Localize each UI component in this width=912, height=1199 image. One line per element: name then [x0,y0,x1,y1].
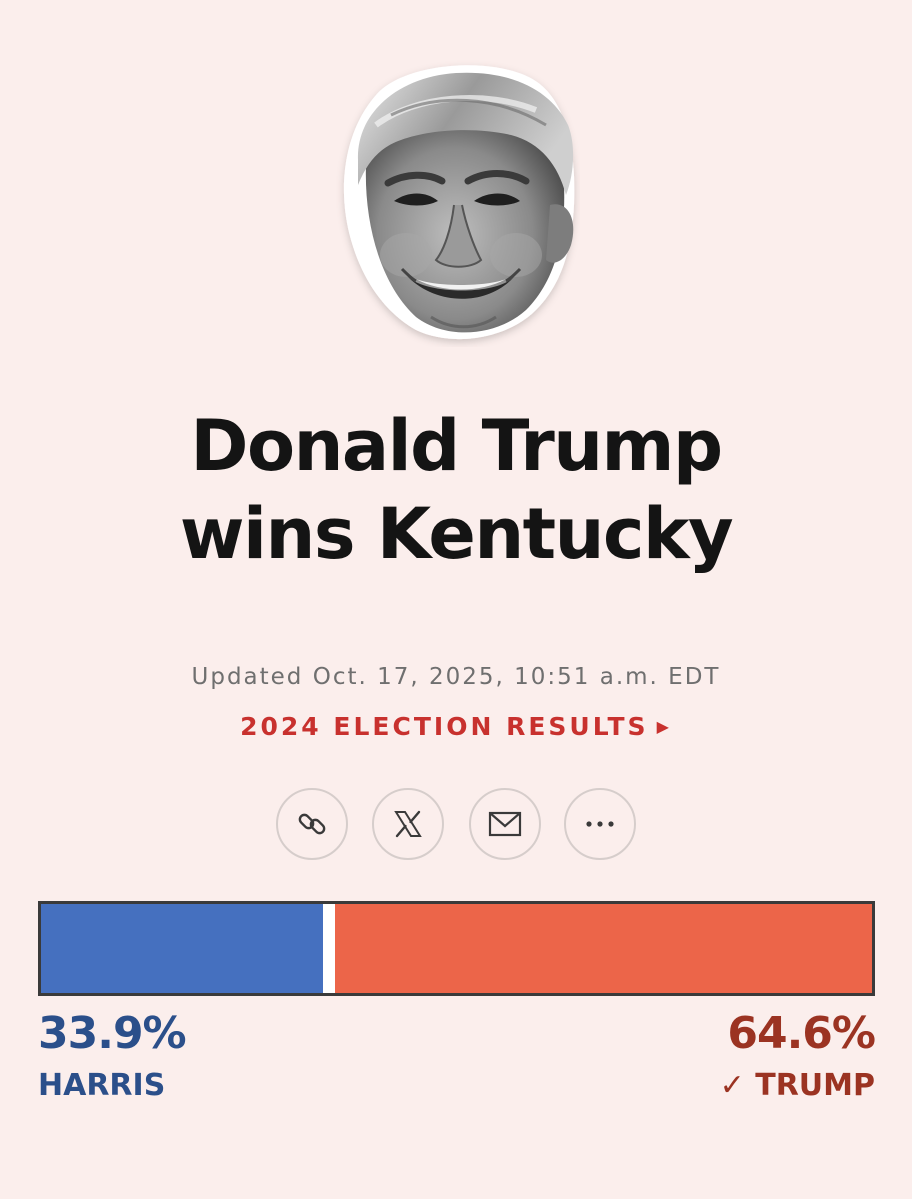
caret-right-icon: ▶ [656,717,672,736]
x-logo-icon [394,810,422,838]
headline-line-2: wins Kentucky [179,493,734,575]
check-icon: ✓ [719,1068,745,1103]
more-icon [586,821,614,827]
election-results-label: 2024 ELECTION RESULTS [240,712,649,741]
trump-percent: 64.6% [727,1008,876,1059]
copy-link-button[interactable] [276,788,348,860]
results-bar [38,901,875,996]
trump-winner-label: ✓ TRUMP [720,1068,875,1103]
headline-line-1: Donald Trump [190,405,723,487]
share-x-button[interactable] [372,788,444,860]
headline: Donald Trump wins Kentucky [0,402,912,578]
share-buttons [276,788,638,864]
link-icon [298,813,326,835]
harris-name: HARRIS [38,1068,166,1103]
harris-bar-segment [41,904,323,993]
harris-percent: 33.9% [38,1008,187,1059]
mail-icon [488,811,522,837]
candidate-portrait [343,65,575,340]
more-options-button[interactable] [564,788,636,860]
updated-timestamp: Updated Oct. 17, 2025, 10:51 a.m. EDT [191,664,721,690]
trump-name: TRUMP [755,1068,875,1103]
trump-bar-segment [335,904,872,993]
share-email-button[interactable] [469,788,541,860]
election-results-link[interactable]: 2024 ELECTION RESULTS ▶ [0,712,912,741]
